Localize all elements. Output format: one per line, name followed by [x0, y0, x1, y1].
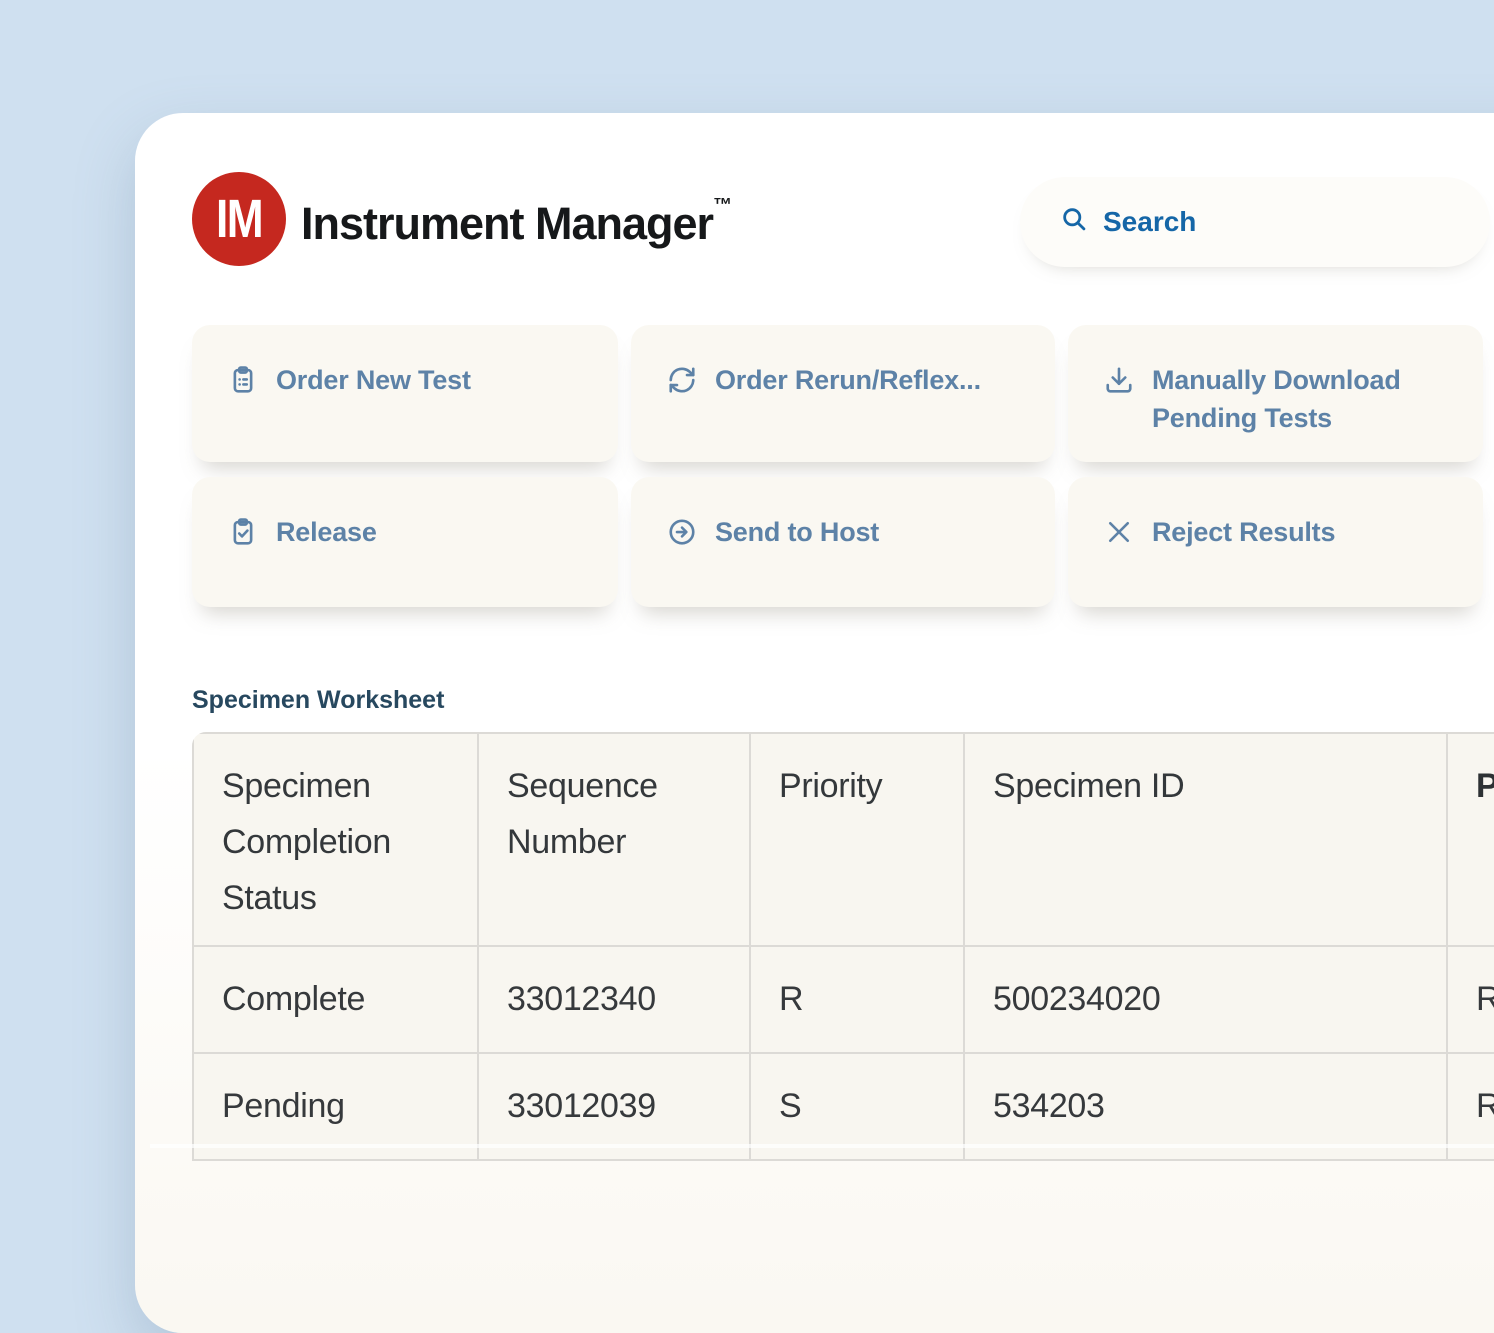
search-label: Search: [1103, 206, 1197, 237]
bottom-edge-highlight: [150, 1144, 1494, 1148]
download-icon: [1104, 365, 1134, 395]
action-label: Manually Download Pending Tests: [1152, 365, 1401, 433]
cell-priority: S: [749, 1052, 965, 1161]
worksheet-title: Specimen Worksheet: [192, 686, 445, 714]
im-logo: IM: [192, 172, 286, 266]
im-logo-text: IM: [216, 189, 264, 249]
release-button[interactable]: Release: [192, 477, 618, 607]
rotate-icon: [667, 365, 697, 395]
trademark-symbol: ™: [713, 195, 733, 216]
column-header-priority: Priority: [749, 732, 965, 947]
x-icon: [1104, 517, 1134, 547]
table-row[interactable]: Pending 33012039 S 534203 R: [192, 1052, 1494, 1161]
table-header-row: Specimen Completion Status Sequence Numb…: [192, 732, 1494, 947]
send-to-host-button[interactable]: Send to Host: [631, 477, 1055, 607]
action-label: Release: [276, 517, 377, 547]
action-label: Reject Results: [1152, 517, 1336, 547]
clipboard-check-icon: [228, 517, 258, 547]
reject-results-button[interactable]: Reject Results: [1068, 477, 1483, 607]
cell-sequence-number: 33012039: [477, 1052, 751, 1161]
action-label: Send to Host: [715, 517, 880, 547]
cell-specimen-id: 500234020: [963, 945, 1448, 1054]
cell-specimen-id: 534203: [963, 1052, 1448, 1161]
cell-priority: R: [749, 945, 965, 1054]
search-icon: [1060, 205, 1088, 240]
action-grid: Order New Test Order Rerun/Reflex...: [192, 325, 1483, 607]
cell-completion-status: Pending: [192, 1052, 479, 1161]
cell-sequence-number: 33012340: [477, 945, 751, 1054]
order-new-test-button[interactable]: Order New Test: [192, 325, 618, 462]
clipboard-list-icon: [228, 365, 258, 395]
cell-cut-off: R: [1446, 945, 1494, 1054]
column-header-specimen-completion-status: Specimen Completion Status: [192, 732, 479, 947]
cell-completion-status: Complete: [192, 945, 479, 1054]
action-label: Order Rerun/Reflex...: [715, 365, 981, 395]
table-row[interactable]: Complete 33012340 R 500234020 R: [192, 945, 1494, 1054]
manually-download-pending-tests-button[interactable]: Manually Download Pending Tests: [1068, 325, 1483, 462]
arrow-right-circle-icon: [667, 517, 697, 547]
search-input[interactable]: Search: [1020, 177, 1490, 267]
column-header-sequence-number: Sequence Number: [477, 732, 751, 947]
specimen-worksheet-table: Specimen Completion Status Sequence Numb…: [192, 732, 1494, 1161]
order-rerun-reflex-button[interactable]: Order Rerun/Reflex...: [631, 325, 1055, 462]
column-header-specimen-id: Specimen ID: [963, 732, 1448, 947]
app-title: Instrument Manager™: [301, 195, 733, 249]
app-window: IM Instrument Manager™ Search Order New …: [135, 113, 1494, 1333]
cell-cut-off: R: [1446, 1052, 1494, 1161]
action-label: Order New Test: [276, 365, 471, 395]
column-header-cut-off: P: [1446, 732, 1494, 947]
